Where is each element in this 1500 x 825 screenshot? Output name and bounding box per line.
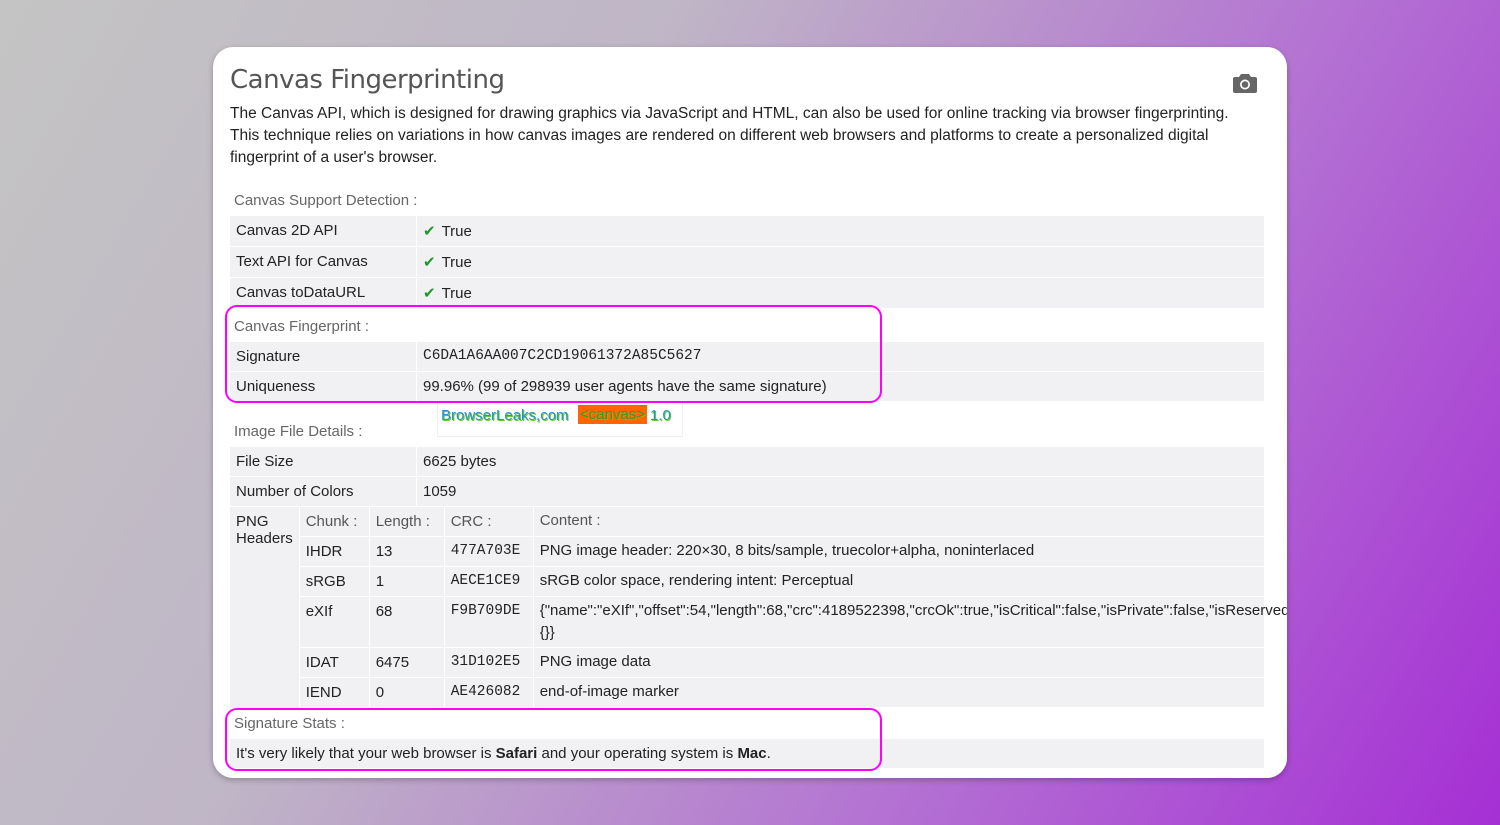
uniqueness-value: 99.96% (99 of 298939 user agents have th… bbox=[423, 378, 827, 395]
row-label: Number of Colors bbox=[230, 477, 417, 506]
png-cell: IHDR bbox=[300, 537, 370, 566]
browser-name: Safari bbox=[495, 745, 538, 762]
png-cell: {"name":"eXIf","offset":54,"length":68,"… bbox=[539, 602, 1287, 641]
png-cell: sRGB color space, rendering intent: Perc… bbox=[539, 572, 854, 589]
png-cell: 6475 bbox=[370, 648, 445, 677]
png-cell: 13 bbox=[370, 537, 445, 566]
png-cell: F9B709DE bbox=[445, 597, 534, 647]
row-label: Uniqueness bbox=[230, 372, 417, 401]
row-label: Text API for Canvas bbox=[230, 247, 417, 277]
table-row: Signature C6DA1A6AA007C2CD19061372A85C562… bbox=[230, 342, 1264, 372]
image-text: 1.0 bbox=[650, 407, 671, 424]
check-icon: ✔ bbox=[423, 254, 436, 271]
stats-highlight bbox=[225, 708, 882, 771]
image-text: <canvas> bbox=[578, 405, 648, 424]
row-value: True bbox=[441, 223, 472, 240]
table-row: Canvas toDataURL ✔ True bbox=[230, 278, 1264, 309]
row-value: 1059 bbox=[423, 483, 457, 500]
canvas-fingerprint-image: BrowserLeaks,com <canvas> 1.0 bbox=[437, 402, 683, 437]
png-cell: sRGB bbox=[300, 567, 370, 596]
section-support: Canvas Support Detection : bbox=[234, 192, 418, 209]
canvas-fingerprinting-card: Canvas Fingerprinting The Canvas API, wh… bbox=[213, 47, 1287, 778]
table-row: It's very likely that your web browser i… bbox=[230, 739, 1264, 769]
png-cell: 68 bbox=[370, 597, 445, 647]
png-row: IHDR 13 477A703E PNG image header: 220×30, … bbox=[299, 537, 1287, 567]
png-row: eXIf 68 F9B709DE {"name":"eXIf","offset":54… bbox=[299, 597, 1287, 648]
row-value: True bbox=[441, 254, 472, 271]
camera-icon[interactable] bbox=[1233, 73, 1257, 93]
png-row: IDAT 6475 31D102E5 PNG image data bbox=[299, 648, 1287, 678]
table-row: Number of Colors 1059 bbox=[230, 477, 1264, 507]
row-value: 6625 bytes bbox=[423, 453, 497, 470]
check-icon: ✔ bbox=[423, 285, 436, 302]
row-label: Canvas 2D API bbox=[230, 216, 417, 246]
column-header: Length : bbox=[370, 507, 445, 536]
text: and your operating system is bbox=[537, 745, 738, 762]
png-cell: PNG image data bbox=[539, 653, 651, 670]
png-headers-row: PNG Headers Chunk : Length : CRC : Content … bbox=[230, 507, 1287, 709]
png-cell: 0 bbox=[370, 678, 445, 707]
section-fingerprint: Canvas Fingerprint : bbox=[234, 318, 370, 335]
fingerprint-highlight bbox=[225, 305, 882, 403]
row-label: PNG Headers bbox=[230, 507, 300, 708]
text: . bbox=[766, 745, 771, 762]
table-row: File Size 6625 bytes bbox=[230, 447, 1264, 477]
png-cell: 31D102E5 bbox=[445, 648, 534, 677]
table-row: Text API for Canvas ✔ True bbox=[230, 247, 1264, 278]
text: It's very likely that your web browser i… bbox=[236, 745, 496, 762]
png-cell: PNG image header: 220×30, 8 bits/sample,… bbox=[539, 542, 1035, 559]
row-label: Canvas toDataURL bbox=[230, 278, 417, 308]
column-header: CRC : bbox=[445, 507, 534, 536]
png-cell: end-of-image marker bbox=[539, 683, 679, 700]
png-row: sRGB 1 AECE1CE9 sRGB color space, rendering… bbox=[299, 567, 1287, 597]
description: The Canvas API, which is designed for dr… bbox=[230, 105, 1229, 166]
section-image: Image File Details : bbox=[234, 423, 363, 440]
png-cell: eXIf bbox=[300, 597, 370, 647]
column-header: Chunk : bbox=[300, 507, 370, 536]
image-text: BrowserLeaks,com bbox=[441, 407, 569, 424]
png-header-row: Chunk : Length : CRC : Content : bbox=[299, 507, 1287, 537]
column-header: Content : bbox=[539, 512, 601, 529]
png-row: IEND 0 AE426082 end-of-image marker bbox=[299, 678, 1287, 708]
table-row: Uniqueness 99.96% (99 of 298939 user agen… bbox=[230, 372, 1264, 402]
png-cell: 477A703E bbox=[445, 537, 534, 566]
section-stats: Signature Stats : bbox=[234, 715, 345, 732]
row-label: Signature bbox=[230, 342, 417, 371]
png-cell: 1 bbox=[370, 567, 445, 596]
png-cell: AECE1CE9 bbox=[445, 567, 534, 596]
os-name: Mac bbox=[737, 745, 767, 762]
page-title: Canvas Fingerprinting bbox=[230, 65, 505, 95]
table-row: Canvas 2D API ✔ True bbox=[230, 216, 1264, 247]
signature-value: C6DA1A6AA007C2CD19061372A85C5627 bbox=[423, 348, 702, 364]
png-cell: IDAT bbox=[300, 648, 370, 677]
png-headers-table: Chunk : Length : CRC : Content : IHDR 13 477A7… bbox=[299, 507, 1287, 708]
png-cell: AE426082 bbox=[445, 678, 534, 707]
png-cell: IEND bbox=[300, 678, 370, 707]
stats-text: It's very likely that your web browser i… bbox=[230, 739, 1264, 768]
check-icon: ✔ bbox=[423, 223, 436, 240]
row-label: File Size bbox=[230, 447, 417, 476]
results-table: Canvas Support Detection : Canvas 2D API… bbox=[230, 186, 1287, 769]
row-value: True bbox=[441, 285, 472, 302]
